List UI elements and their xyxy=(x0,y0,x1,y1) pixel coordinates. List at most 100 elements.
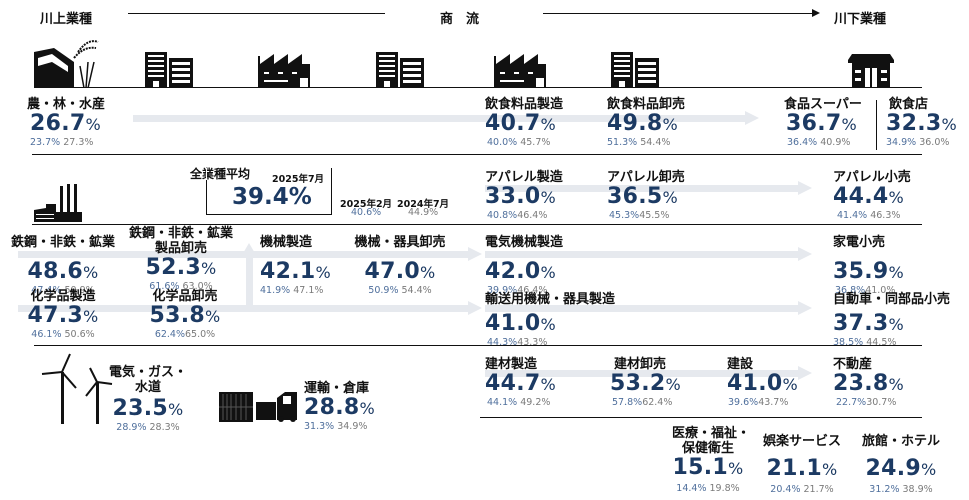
prev-value-2: 46.4% xyxy=(517,285,548,296)
prev-value-2: 54.4% xyxy=(401,285,432,296)
prev-value-1: 22.7% xyxy=(836,397,867,408)
prev-value-1: 36.4% xyxy=(787,137,818,148)
industry-apparel-whl: アパレル卸売 36.5% 45.3%45.5% xyxy=(607,170,685,221)
downstream-label: 川下業種 xyxy=(834,12,887,27)
industry-label: 農・林・水産 xyxy=(27,97,106,112)
industry-restaurant: 飲食店 32.3% 34.9% 36.0% xyxy=(886,97,957,148)
flow-line-left xyxy=(128,13,385,14)
industry-value: 53.2% xyxy=(610,371,681,396)
upstream-label: 川上業種 xyxy=(40,12,93,27)
prev-value-1: 41.9% xyxy=(260,285,291,296)
industry-label: 食品スーパー xyxy=(784,97,862,112)
industry-label: 保健衛生 xyxy=(681,441,734,456)
industry-label: 自動車・同部品小売 xyxy=(833,292,951,307)
industry-label: 機械・器具卸売 xyxy=(354,235,446,250)
industry-logistics: 運輸・倉庫 28.8% 31.3% 34.9% xyxy=(304,381,375,432)
prev-value-1: 14.4% xyxy=(676,483,707,494)
divider xyxy=(34,345,922,346)
industry-value: 41.0% xyxy=(485,311,556,336)
divider xyxy=(32,224,922,225)
industry-apparel-ret: アパレル小売 44.4% 41.4% 46.3% xyxy=(833,170,911,221)
prev-value-2: 49.2% xyxy=(520,397,551,408)
industry-value: 48.6% xyxy=(27,259,99,284)
industry-value: 41.0% xyxy=(727,371,798,396)
industry-value: 28.8% xyxy=(304,395,375,420)
industry-label: 不動産 xyxy=(833,357,873,372)
prev-value-2: 40.9% xyxy=(820,137,851,148)
prev-value-2: 21.7% xyxy=(803,484,834,495)
prev-value-2: 36.0% xyxy=(919,137,950,148)
industry-label: アパレル小売 xyxy=(833,170,911,185)
prev-value-2: 63.0% xyxy=(182,281,213,292)
industry-label: 建材卸売 xyxy=(614,357,667,372)
industry-apparel-mfg: アパレル製造 33.0% 40.8%46.4% xyxy=(485,170,563,221)
prev-value-1: 62.4% xyxy=(154,329,185,340)
prev-value-2: 34.9% xyxy=(337,421,368,432)
industry-value: 47.3% xyxy=(27,303,99,328)
prev-value-2: 50.6% xyxy=(64,329,95,340)
industry-value: 32.3% xyxy=(886,111,957,136)
industry-utilities: 電気・ガス・ 水道 23.5% 28.9% 28.3% xyxy=(108,365,188,433)
average-current-period: 2025年7月 xyxy=(272,174,325,185)
prev-value-1: 44.1% xyxy=(487,397,518,408)
prev-value-2: 41.0% xyxy=(865,285,896,296)
industry-label: 鉄鋼・非鉄・鉱業 xyxy=(128,226,233,241)
divider xyxy=(422,87,922,88)
industry-medical: 医療・福祉・ 保健衛生 15.1% 14.4% 19.8% xyxy=(672,426,751,494)
industry-label: 輸送用機械・器具製造 xyxy=(485,292,616,307)
office-building-icon xyxy=(611,52,659,88)
prev-value-1: 47.4% xyxy=(31,285,62,296)
prev-value-1: 57.8% xyxy=(612,397,643,408)
average-label: 全業種平均 xyxy=(190,167,251,181)
divider xyxy=(480,417,922,418)
industry-label: 建材製造 xyxy=(485,357,538,372)
industry-steel: 鉄鋼・非鉄・鉱業 48.6% 47.4% 50.9% xyxy=(8,235,118,296)
average-current-value: 39.4% xyxy=(232,184,312,210)
industry-label: 機械製造 xyxy=(260,235,313,250)
industry-label: アパレル製造 xyxy=(485,170,563,185)
industry-steel-whl: 鉄鋼・非鉄・鉱業 製品卸売 52.3% 61.6% 63.0% xyxy=(126,226,236,292)
flow-arrow-transport xyxy=(485,301,812,315)
industry-label: 飲食店 xyxy=(889,97,929,112)
prev-value-2: 46.4% xyxy=(517,210,548,221)
prev-value-1: 36.8% xyxy=(835,285,866,296)
industry-food-mfg: 飲食料品製造 40.7% 40.0% 45.7% xyxy=(485,97,563,148)
average-prev2-period: 2024年7月 xyxy=(397,199,450,210)
flow-label: 商 流 xyxy=(440,12,480,27)
prev-value-1: 50.9% xyxy=(368,285,399,296)
prev-value-1: 23.7% xyxy=(30,137,61,148)
prev-value-1: 40.8% xyxy=(487,210,518,221)
average-prev2-value: 44.9% xyxy=(408,207,439,218)
industry-value: 26.7% xyxy=(30,111,101,136)
prev-value-1: 46.1% xyxy=(31,329,62,340)
prev-value-1: 41.4% xyxy=(837,210,868,221)
divider xyxy=(32,154,922,155)
industry-value: 52.3% xyxy=(145,255,217,280)
industry-label: 化学品卸売 xyxy=(152,289,218,304)
industry-label: 医療・福祉・ xyxy=(672,426,751,441)
industry-value: 36.5% xyxy=(607,184,678,209)
industry-value: 44.7% xyxy=(485,371,556,396)
prev-value-1: 44.3% xyxy=(487,337,518,348)
prev-value-2: 43.3% xyxy=(517,337,548,348)
average-box xyxy=(206,168,332,215)
industry-auto-ret: 自動車・同部品小売 37.3% 38.5% 44.5% xyxy=(833,292,950,348)
industry-chem-whl: 化学品卸売 53.8% 62.4%65.0% xyxy=(130,289,240,340)
store-icon xyxy=(848,54,894,88)
industry-bldmat-whl: 建材卸売 53.2% 57.8%62.4% xyxy=(610,357,681,408)
flow-arrow-up xyxy=(242,243,256,308)
flow-arrow-head-icon xyxy=(812,9,820,17)
flow-arrow-chem xyxy=(18,301,482,315)
prev-value-2: 54.4% xyxy=(640,137,671,148)
office-building-icon xyxy=(145,52,193,88)
flow-arrow-construction xyxy=(485,366,812,380)
average-prev1-period: 2025年2月 xyxy=(340,199,393,210)
industry-food-whl: 飲食料品卸売 49.8% 51.3% 54.4% xyxy=(607,97,685,148)
industry-label: 電気・ガス・ xyxy=(108,365,187,380)
industry-label: 飲食料品卸売 xyxy=(607,97,686,112)
wind-turbine-icon xyxy=(41,353,113,424)
box-gap xyxy=(206,168,207,180)
industry-bldmat-mfg: 建材製造 44.7% 44.1% 49.2% xyxy=(485,357,556,408)
industry-construction: 建設 41.0% 39.6%43.7% xyxy=(727,357,798,408)
office-building-icon xyxy=(376,52,424,88)
